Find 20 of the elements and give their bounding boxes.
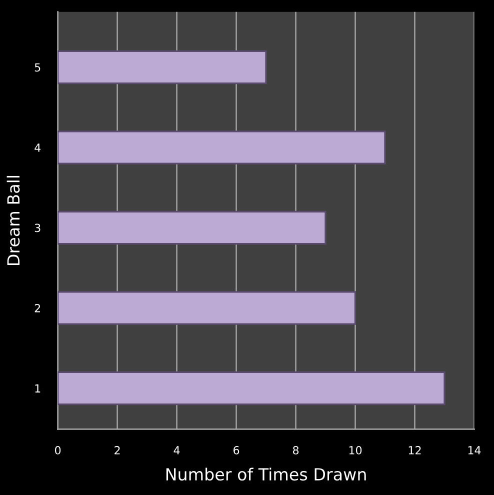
x-tick-label: 8 <box>292 446 299 454</box>
bar <box>58 291 356 325</box>
bar <box>58 50 267 84</box>
x-tick-label: 0 <box>54 446 61 454</box>
y-tick-label: 2 <box>34 304 40 312</box>
x-tick-label: 2 <box>114 446 120 454</box>
x-tick-label: 4 <box>174 446 180 454</box>
x-axis-title: Number of Times Drawn <box>166 468 366 481</box>
x-tick-label: 14 <box>468 446 481 454</box>
y-tick-label: 1 <box>35 384 40 392</box>
y-tick-label: 4 <box>34 144 41 152</box>
bar <box>58 130 386 164</box>
bar <box>58 210 326 245</box>
x-tick-label: 10 <box>349 446 362 454</box>
y-axis-title: Dream Ball <box>6 176 20 265</box>
x-tick-label: 6 <box>234 446 240 454</box>
y-tick-label: 5 <box>34 63 40 72</box>
x-tick-label: 12 <box>408 446 421 454</box>
bar <box>58 371 446 406</box>
y-tick-label: 3 <box>34 224 40 232</box>
